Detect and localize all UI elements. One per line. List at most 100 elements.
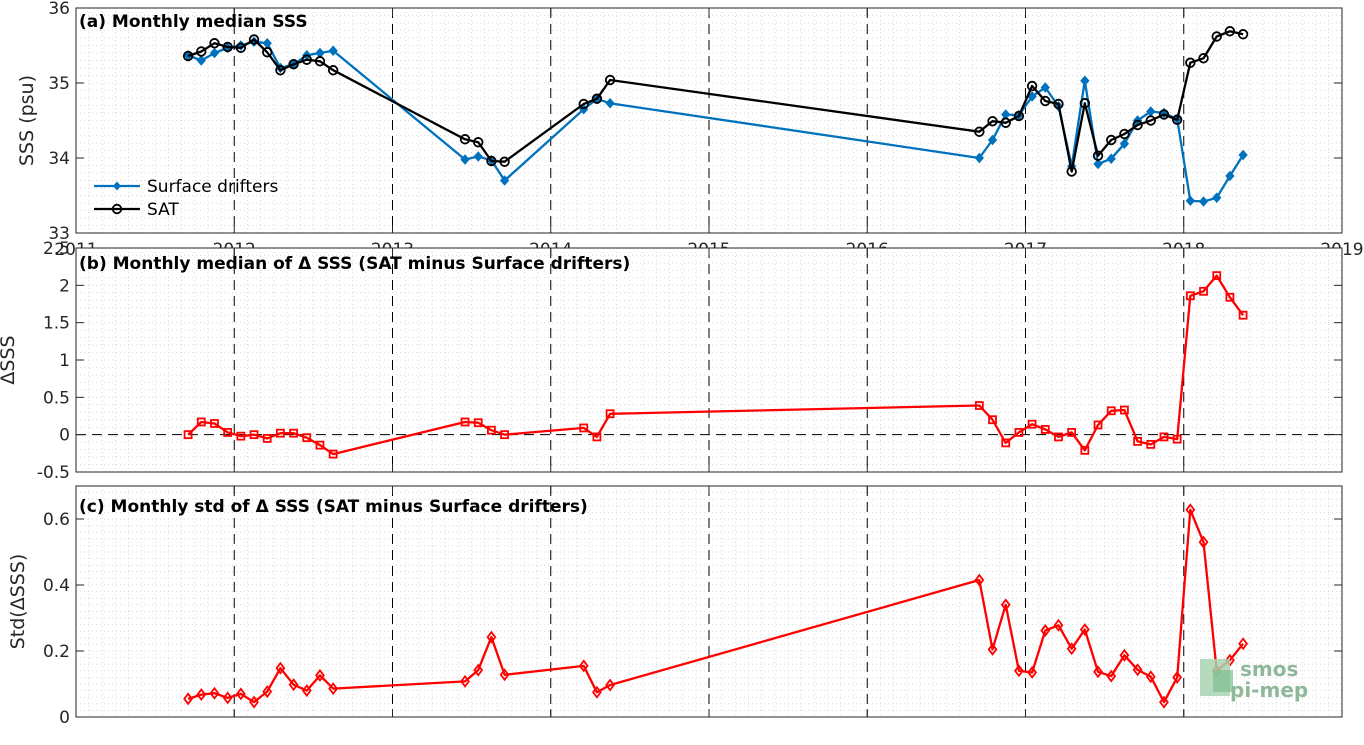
y-tick-label: 1 bbox=[59, 351, 70, 371]
data-point bbox=[1132, 119, 1143, 131]
data-point bbox=[262, 433, 272, 443]
data-point bbox=[301, 54, 312, 65]
series-line bbox=[187, 30, 1244, 173]
data-point bbox=[486, 630, 497, 644]
data-point bbox=[1001, 438, 1011, 448]
data-point bbox=[1237, 29, 1249, 40]
data-point bbox=[1120, 405, 1129, 415]
data-point bbox=[196, 417, 206, 427]
y-tick-label: 2.5 bbox=[43, 239, 70, 259]
data-point bbox=[499, 156, 510, 167]
data-point bbox=[1027, 665, 1038, 679]
series-sat bbox=[182, 26, 1249, 177]
data-point bbox=[183, 430, 193, 440]
data-point bbox=[1185, 291, 1195, 301]
data-point bbox=[1040, 624, 1051, 638]
data-point bbox=[236, 431, 246, 441]
data-point bbox=[578, 98, 589, 110]
data-point bbox=[196, 55, 206, 66]
data-point bbox=[1145, 670, 1156, 684]
legend: Surface drifters SAT bbox=[94, 177, 278, 220]
data-point bbox=[499, 668, 510, 682]
data-point bbox=[209, 47, 220, 59]
data-point bbox=[328, 45, 338, 57]
data-point bbox=[1026, 80, 1038, 92]
data-point bbox=[1119, 648, 1130, 662]
data-point bbox=[1053, 618, 1064, 632]
logo-line1: smos bbox=[1240, 657, 1298, 681]
legend-marker bbox=[111, 203, 123, 215]
data-point bbox=[974, 126, 985, 137]
y-tick-label: 0 bbox=[59, 708, 70, 728]
data-point bbox=[276, 428, 285, 438]
data-point bbox=[578, 659, 589, 673]
data-point bbox=[605, 97, 615, 109]
data-point bbox=[987, 134, 998, 146]
data-point bbox=[1185, 195, 1196, 207]
data-point bbox=[1225, 292, 1235, 302]
data-point bbox=[987, 116, 998, 127]
data-point bbox=[1185, 57, 1196, 68]
data-point bbox=[327, 65, 339, 76]
data-point bbox=[473, 663, 484, 677]
data-point bbox=[579, 423, 589, 433]
data-point bbox=[1040, 82, 1050, 93]
data-point bbox=[275, 661, 286, 675]
data-point bbox=[301, 684, 312, 698]
y-tick-label: 1.5 bbox=[43, 314, 70, 334]
data-point bbox=[235, 42, 247, 53]
data-point bbox=[1212, 192, 1222, 204]
data-point bbox=[1159, 695, 1169, 709]
y-axis-title: ΔSSS bbox=[0, 335, 19, 384]
data-point bbox=[1053, 98, 1064, 110]
data-point bbox=[974, 152, 985, 164]
data-point bbox=[1212, 271, 1222, 281]
data-point bbox=[1106, 669, 1117, 683]
data-point bbox=[1000, 117, 1011, 128]
data-point bbox=[235, 687, 246, 701]
data-point bbox=[1158, 109, 1170, 120]
data-point bbox=[1067, 428, 1077, 437]
data-point bbox=[974, 573, 985, 587]
panel-a-monthly-median-sss: 3334353620112012201320142015201620172018… bbox=[16, 0, 1364, 260]
logo-line2: pi-mep bbox=[1230, 678, 1308, 702]
panel-title: (b) Monthly median of Δ SSS (SAT minus S… bbox=[79, 254, 630, 274]
data-point bbox=[249, 695, 259, 709]
y-tick-label: -0.5 bbox=[37, 463, 70, 483]
data-point bbox=[1014, 428, 1024, 437]
y-tick-label: 35 bbox=[48, 74, 70, 94]
data-point bbox=[1146, 439, 1156, 449]
data-point bbox=[1013, 664, 1024, 678]
data-point bbox=[1000, 598, 1011, 612]
grid bbox=[76, 7, 1342, 234]
data-point bbox=[591, 93, 603, 104]
data-point bbox=[1145, 115, 1156, 126]
data-point bbox=[499, 175, 510, 186]
legend-label: SAT bbox=[147, 200, 179, 220]
data-point bbox=[1198, 53, 1209, 64]
y-axis-title: SSS (psu) bbox=[16, 75, 38, 166]
data-point bbox=[473, 137, 484, 148]
data-point bbox=[314, 56, 326, 67]
data-point bbox=[459, 134, 471, 145]
data-point bbox=[183, 692, 194, 706]
y-axis-title: Std(ΔSSS) bbox=[7, 554, 29, 650]
series-line bbox=[187, 508, 1244, 704]
data-point bbox=[196, 46, 207, 57]
data-point bbox=[987, 642, 998, 656]
data-point bbox=[1106, 406, 1116, 416]
data-point bbox=[1066, 642, 1077, 656]
data-point bbox=[1171, 114, 1183, 125]
smos-pi-mep-logo: smos pi-mep bbox=[1200, 657, 1308, 702]
data-point bbox=[209, 38, 220, 49]
data-point bbox=[196, 688, 207, 702]
y-tick-label: 33 bbox=[48, 224, 70, 244]
panel-title: (a) Monthly median SSS bbox=[79, 12, 308, 32]
data-point bbox=[315, 668, 325, 682]
data-point bbox=[1080, 75, 1090, 87]
data-point bbox=[1027, 91, 1037, 102]
series-line bbox=[187, 40, 1245, 203]
y-tick-label: 36 bbox=[48, 0, 70, 19]
data-point bbox=[1119, 138, 1130, 150]
panel-c-std-delta-sss: 0 0.2 0.4 0.6 Std(ΔSSS) (c) Monthly std of Δ … bbox=[7, 485, 1343, 728]
